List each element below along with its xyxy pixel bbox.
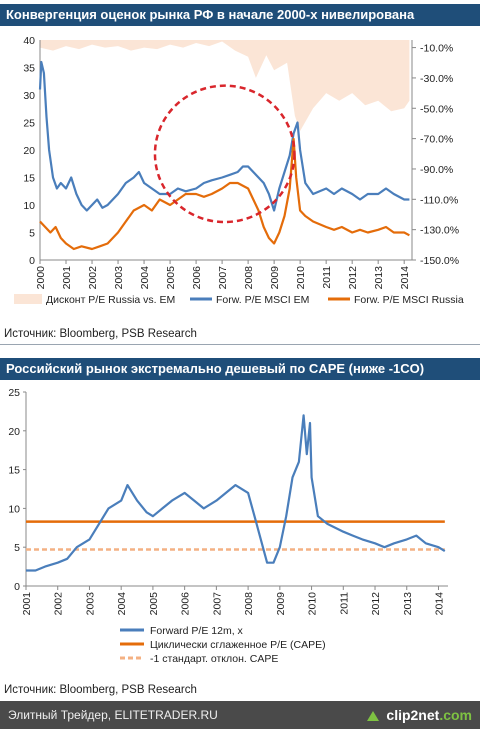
x-tick-label: 2005 bbox=[165, 266, 177, 290]
x-tick-label: 2009 bbox=[269, 266, 281, 290]
y-tick-label: 25 bbox=[23, 118, 35, 130]
legend-swatch bbox=[14, 294, 42, 304]
y-tick-label: 20 bbox=[8, 426, 20, 438]
y2-tick-label: -50.0% bbox=[420, 103, 453, 115]
x-tick-label: 2005 bbox=[148, 592, 160, 616]
chart1-banner-title: Конвергенция оценок рынка РФ в начале 20… bbox=[0, 4, 480, 26]
clip2net-logo[interactable]: clip2net.com bbox=[366, 701, 472, 729]
x-tick-label: 2002 bbox=[53, 592, 65, 616]
y-tick-label: 30 bbox=[23, 90, 35, 102]
y2-tick-label: -150.0% bbox=[420, 255, 459, 267]
x-tick-label: 2008 bbox=[243, 592, 255, 616]
y2-tick-label: -10.0% bbox=[420, 43, 453, 55]
x-tick-label: 2001 bbox=[61, 266, 73, 290]
series-forward-pe-em bbox=[38, 60, 410, 212]
x-tick-label: 2000 bbox=[35, 266, 47, 290]
y-tick-label: 5 bbox=[14, 542, 20, 554]
x-tick-label: 2010 bbox=[307, 592, 319, 616]
series-forward-pe bbox=[26, 414, 446, 572]
x-tick-label: 2014 bbox=[433, 592, 445, 616]
footer-bar: Элитный Трейдер, ELITETRADER.RU clip2net… bbox=[0, 701, 480, 729]
x-tick-label: 2009 bbox=[275, 592, 287, 616]
legend-label: Дисконт P/E Russia vs. EM bbox=[46, 294, 175, 306]
upload-arrow-icon bbox=[366, 711, 379, 721]
y2-tick-label: -110.0% bbox=[420, 194, 458, 206]
logo-main: clip2net bbox=[386, 707, 440, 723]
y-tick-label: 20 bbox=[23, 145, 35, 157]
y2-tick-label: -70.0% bbox=[420, 134, 453, 146]
y2-tick-label: -30.0% bbox=[420, 73, 453, 85]
chart2-source: Источник: Bloomberg, PSB Research bbox=[4, 684, 197, 696]
legend-label: Forw. P/E MSCI Russia bbox=[354, 294, 464, 306]
y-tick-label: 10 bbox=[8, 503, 20, 515]
legend-label: Forw. P/E MSCI EM bbox=[216, 294, 309, 306]
x-tick-label: 2001 bbox=[21, 592, 33, 616]
x-tick-label: 2004 bbox=[139, 266, 151, 290]
chart1-source: Источник: Bloomberg, PSB Research bbox=[4, 328, 197, 340]
logo-suffix: .com bbox=[439, 707, 472, 723]
x-tick-label: 2013 bbox=[402, 592, 414, 616]
series-forward-pe-russia bbox=[39, 137, 410, 251]
y-tick-label: 25 bbox=[8, 387, 20, 399]
y-tick-label: 0 bbox=[29, 255, 35, 267]
x-tick-label: 2006 bbox=[180, 592, 192, 616]
footer-text: Элитный Трейдер, ELITETRADER.RU bbox=[8, 708, 218, 722]
x-tick-label: 2012 bbox=[370, 592, 382, 616]
x-tick-label: 2013 bbox=[373, 266, 385, 290]
x-tick-label: 2006 bbox=[191, 266, 203, 290]
divider bbox=[0, 344, 480, 345]
y-tick-label: 40 bbox=[23, 35, 35, 47]
y-tick-label: 35 bbox=[23, 63, 35, 75]
y-tick-label: 15 bbox=[23, 173, 35, 185]
y-tick-label: 10 bbox=[23, 200, 35, 212]
x-tick-label: 2011 bbox=[321, 266, 333, 289]
legend-label: Циклически сглаженное P/E (CAPE) bbox=[150, 639, 326, 651]
discount-area bbox=[40, 40, 410, 131]
chart2-banner-title: Российский рынок экстремально дешевый по… bbox=[0, 358, 480, 380]
x-tick-label: 2007 bbox=[217, 266, 229, 290]
highlight-circle bbox=[153, 84, 296, 224]
x-tick-label: 2004 bbox=[116, 592, 128, 616]
y-tick-label: 15 bbox=[8, 465, 20, 477]
x-tick-label: 2014 bbox=[399, 266, 411, 290]
legend-label: Forward P/E 12m, x bbox=[150, 625, 244, 637]
y2-tick-label: -130.0% bbox=[420, 225, 459, 237]
chart1-svg: 0 5 10 15 20 25 30 35 40 -10.0% -30.0% -50.0% -70.0… bbox=[14, 35, 464, 306]
x-tick-label: 2010 bbox=[295, 266, 307, 290]
y-tick-label: 5 bbox=[29, 228, 35, 240]
y-tick-label: 0 bbox=[14, 581, 20, 593]
x-tick-label: 2008 bbox=[243, 266, 255, 290]
x-tick-label: 2007 bbox=[211, 592, 223, 616]
legend-label: -1 стандарт. отклон. CAPE bbox=[150, 653, 278, 665]
y2-tick-label: -90.0% bbox=[420, 164, 453, 176]
x-tick-label: 2003 bbox=[113, 266, 125, 290]
x-tick-label: 2003 bbox=[84, 592, 96, 616]
x-tick-label: 2002 bbox=[87, 266, 99, 290]
chart2-svg: 0 5 10 15 20 25 2001 2002 2003 2004 2005 2006 2007 2… bbox=[8, 387, 448, 665]
x-tick-label: 2012 bbox=[347, 266, 359, 290]
x-tick-label: 2011 bbox=[338, 592, 350, 615]
